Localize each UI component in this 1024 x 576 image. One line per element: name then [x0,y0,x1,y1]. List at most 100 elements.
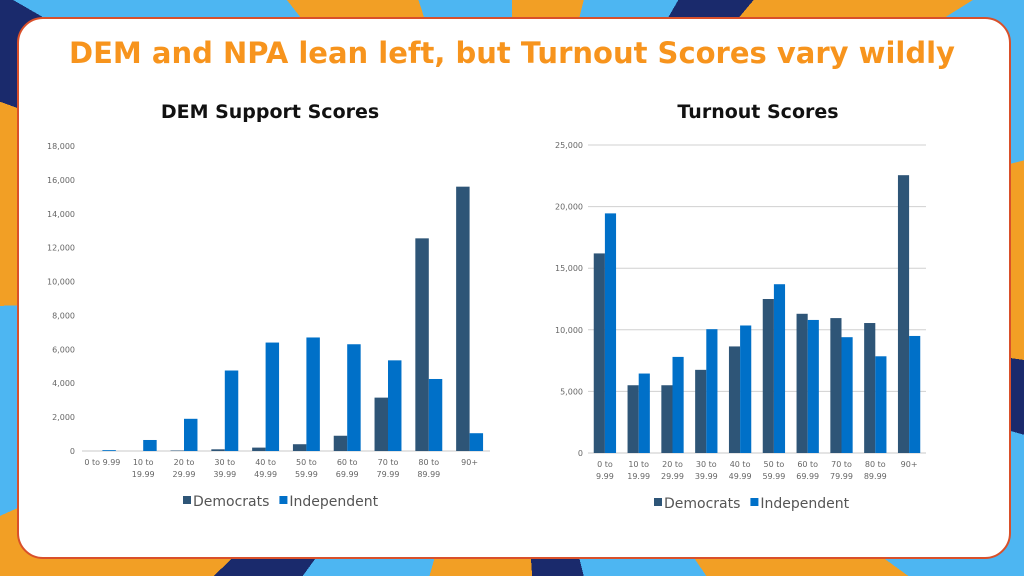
bar-democrats [415,238,429,451]
y-tick-label: 20,000 [555,203,583,212]
x-tick-label: 0 to [597,460,613,469]
bar-independent [224,370,239,451]
x-tick-label: 39.99 [695,472,718,481]
bar-independent [388,360,402,451]
x-tick-label: 70 to [831,460,852,469]
bar-democrats [830,318,842,453]
y-tick-label: 6,000 [52,345,75,354]
x-tick-label: 70 to [378,458,399,467]
x-tick-label: 0 to 9.99 [84,458,120,467]
x-tick-label: 89.99 [417,470,440,479]
x-tick-label: 59.99 [295,470,318,479]
x-tick-label: 69.99 [336,470,359,479]
x-tick-label: 50 to [764,460,785,469]
bar-independent [807,319,819,453]
x-tick-label: 80 to [418,458,439,467]
x-tick-label: 29.99 [661,472,684,481]
bar-democrats [661,385,673,453]
x-tick-label: 19.99 [627,472,650,481]
y-tick-label: 0 [70,447,75,456]
bar-independent [875,356,887,453]
bar-democrats [374,397,388,451]
legend-label-independent: Independent [289,494,378,510]
x-tick-label: 60 to [337,458,358,467]
bar-democrats [897,175,910,453]
y-tick-label: 2,000 [52,413,75,422]
bar-independent [102,450,116,451]
x-tick-label: 49.99 [254,470,277,479]
x-tick-label: 79.99 [377,470,400,479]
bar-independent [604,213,617,453]
x-tick-label: 90+ [461,458,478,467]
bar-democrats [627,385,639,453]
x-tick-label: 59.99 [762,472,785,481]
bar-independent [740,325,752,453]
bar-democrats [762,299,774,453]
legend-swatch-democrats [654,498,662,506]
y-tick-label: 5,000 [560,387,583,396]
x-tick-label: 29.99 [173,470,196,479]
bar-democrats [728,346,741,453]
legend-swatch-independent [750,498,759,506]
bar-democrats [864,323,876,453]
legend-swatch-democrats [183,496,191,504]
x-tick-label: 50 to [296,458,317,467]
bar-independent [428,378,443,451]
x-tick-label: 30 to [214,458,235,467]
x-tick-label: 90+ [901,460,918,469]
bar-democrats [695,369,707,453]
y-tick-label: 15,000 [555,264,583,273]
x-tick-label: 20 to [662,460,683,469]
x-tick-label: 39.99 [213,470,236,479]
bar-democrats [456,186,470,451]
bar-democrats [593,253,605,453]
bar-independent [773,284,786,453]
bar-democrats [292,444,307,451]
x-tick-label: 40 to [730,460,751,469]
bar-democrats [333,435,348,451]
y-tick-label: 0 [578,449,583,458]
y-tick-label: 4,000 [52,379,75,388]
x-tick-label: 10 to [133,458,154,467]
x-tick-label: 69.99 [796,472,819,481]
x-tick-label: 9.99 [596,472,614,481]
bar-independent [672,356,684,453]
legend-label-democrats: Democrats [664,496,740,512]
bar-independent [347,344,361,451]
legend-swatch-independent [279,496,288,504]
slide-title: DEM and NPA lean left, but Turnout Score… [69,36,955,70]
slide-card [17,17,1011,559]
x-tick-label: 89.99 [864,472,887,481]
y-tick-label: 25,000 [555,141,583,150]
y-tick-label: 8,000 [52,311,75,320]
bar-independent [706,329,718,453]
bar-independent [265,342,280,451]
y-tick-label: 14,000 [47,210,75,219]
x-tick-label: 20 to [174,458,195,467]
bar-independent [184,418,198,451]
y-tick-label: 12,000 [47,244,75,253]
bar-independent [306,337,320,451]
chart-title-dem-support: DEM Support Scores [160,101,380,123]
bar-democrats [252,447,266,451]
y-tick-label: 16,000 [47,176,75,185]
bar-independent [469,433,484,451]
x-tick-label: 60 to [797,460,818,469]
bar-independent [841,337,853,453]
bar-independent [143,439,157,451]
bar-democrats [796,313,808,453]
bar-democrats [170,450,184,451]
x-tick-label: 40 to [255,458,276,467]
bar-independent [638,373,650,453]
y-tick-label: 18,000 [47,142,75,151]
legend-label-independent: Independent [760,496,849,512]
y-tick-label: 10,000 [555,326,583,335]
x-tick-label: 10 to [628,460,649,469]
chart-title-turnout: Turnout Scores [677,101,839,123]
y-tick-label: 10,000 [47,278,75,287]
bar-democrats [211,449,225,451]
x-tick-label: 80 to [865,460,886,469]
bar-independent [909,335,921,453]
legend-label-democrats: Democrats [193,494,269,510]
